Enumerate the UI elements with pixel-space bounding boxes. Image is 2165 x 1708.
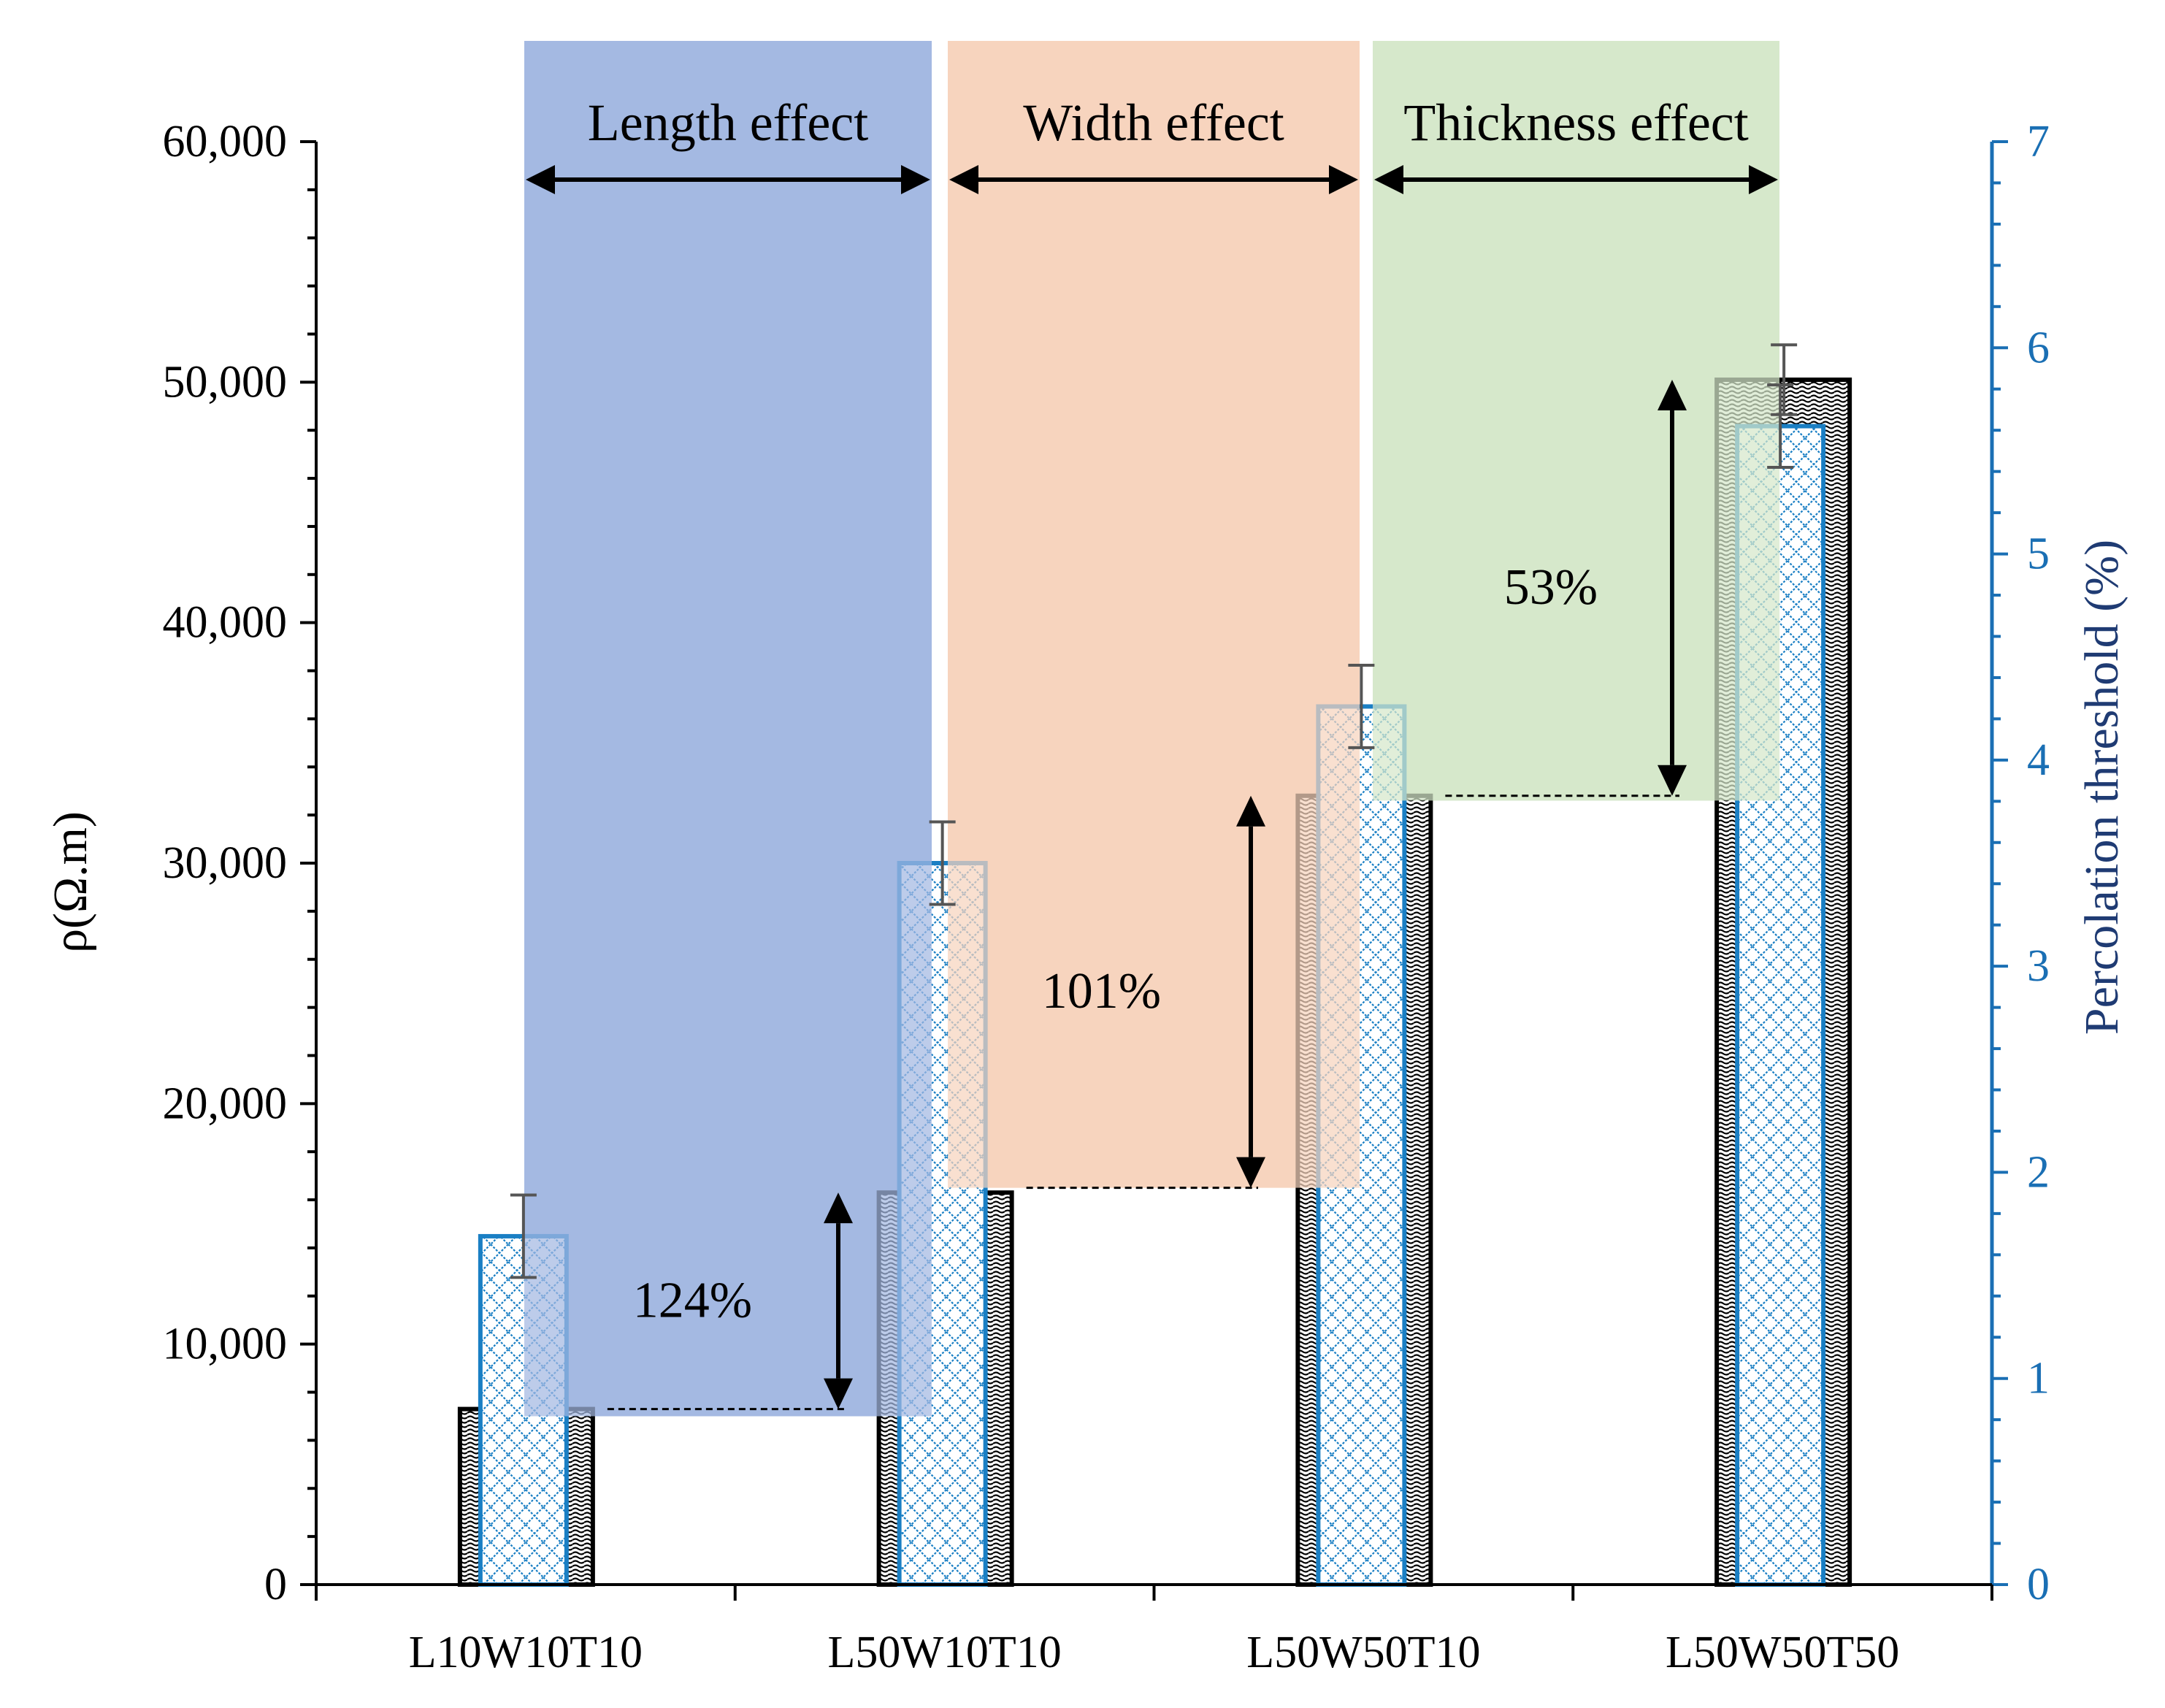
left-tick-label: 0	[264, 1560, 287, 1609]
category-label: L50W50T50	[1666, 1628, 1899, 1677]
region-label-2: Width effect	[1023, 93, 1284, 152]
right-tick-label: 7	[2027, 117, 2050, 166]
left-tick-label: 30,000	[163, 838, 288, 888]
region-arrow-right-head-1	[901, 165, 930, 194]
category-label: L50W10T10	[827, 1628, 1061, 1677]
region-arrow-right-head-2	[1329, 165, 1358, 194]
right-tick-label: 4	[2027, 735, 2050, 785]
increase-arrow-bottom-head-3	[1658, 765, 1687, 796]
category-label: L50W50T10	[1246, 1628, 1480, 1677]
left-tick-label: 20,000	[163, 1079, 288, 1128]
annotations: 124% 101% 53%	[607, 380, 1687, 1411]
right-tick-label: 1	[2027, 1354, 2050, 1403]
increase-arrow-top-head-2	[1236, 795, 1265, 827]
right-tick-label: 6	[2027, 323, 2050, 372]
left-tick-label: 50,000	[163, 357, 288, 407]
right-tick-label: 2	[2027, 1147, 2050, 1197]
right-tick-label: 0	[2027, 1560, 2050, 1609]
left-tick-label: 40,000	[163, 598, 288, 648]
region-label-1: Length effect	[588, 93, 868, 152]
region-arrow-right-head-3	[1749, 165, 1778, 194]
region-overlay-1	[524, 41, 932, 1417]
category-label: L10W10T10	[409, 1628, 643, 1677]
right-axis-title: Percolation threshold (%)	[2075, 540, 2128, 1035]
region-arrow-left-head-3	[1374, 165, 1403, 194]
error-bars	[510, 343, 1798, 1279]
increase-label-1: 124%	[633, 1272, 752, 1328]
left-tick-label: 10,000	[163, 1320, 288, 1369]
region-arrow-left-head-1	[526, 165, 555, 194]
left-axis-title: ρ(Ω.m)	[44, 811, 97, 953]
increase-arrow-bottom-head-2	[1236, 1157, 1265, 1188]
region-arrow-left-head-2	[949, 165, 978, 194]
region-overlay-3	[1373, 41, 1779, 801]
region-overlays: Length effect Width effect Thickness effec…	[524, 41, 1779, 1417]
axes: 010,00020,00030,00040,00050,00060,000012…	[163, 117, 2050, 1677]
increase-label-2: 101%	[1042, 963, 1161, 1019]
increase-arrow-bottom-head-1	[824, 1378, 853, 1409]
increase-arrow-top-head-3	[1658, 380, 1687, 411]
region-overlay-2	[948, 41, 1360, 1188]
increase-label-3: 53%	[1504, 559, 1598, 616]
right-tick-label: 5	[2027, 529, 2050, 579]
region-label-3: Thickness effect	[1403, 93, 1748, 152]
increase-arrow-top-head-1	[824, 1192, 853, 1224]
right-tick-label: 3	[2027, 941, 2050, 991]
left-tick-label: 60,000	[163, 117, 288, 166]
